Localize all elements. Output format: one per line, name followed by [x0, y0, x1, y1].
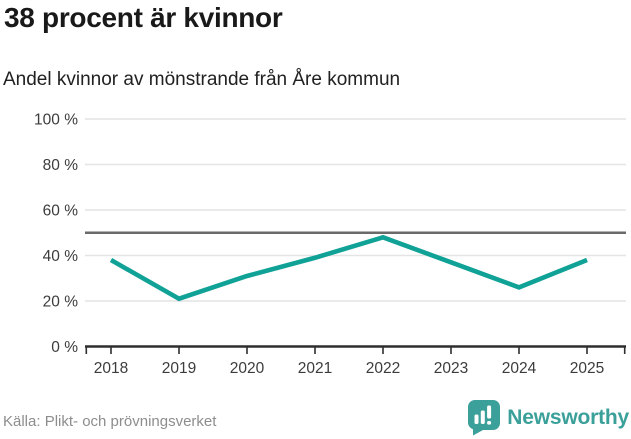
x-axis-tick-label: 2024 [502, 360, 537, 377]
x-axis-tick-label: 2023 [434, 360, 468, 377]
x-axis-tick-label: 2018 [94, 360, 128, 377]
x-axis-tick-label: 2025 [570, 360, 604, 377]
brand-logo: Newsworthy [468, 400, 629, 436]
brand-name: Newsworthy [507, 406, 629, 429]
y-axis-tick-label: 40 % [43, 248, 79, 265]
y-axis-tick-label: 0 % [51, 339, 78, 356]
source-caption: Källa: Plikt- och prövningsverket [3, 413, 217, 430]
speech-bubble-bar-chart-icon [468, 400, 501, 436]
x-axis-tick-label: 2019 [162, 360, 196, 377]
data-line-andel-kvinnor [109, 234, 588, 302]
newsworthy-logo-icon [468, 400, 501, 436]
y-axis-tick-label: 20 % [43, 294, 79, 311]
x-axis-tick-label: 2022 [366, 360, 400, 377]
y-axis-tick-label: 80 % [43, 157, 79, 174]
x-axis-tick-label: 2020 [230, 360, 265, 377]
y-axis-tick-label: 60 % [43, 203, 79, 220]
page-title: 38 procent är kvinnor [4, 2, 283, 33]
x-axis-tick-label: 2021 [298, 360, 332, 377]
y-axis-tick-label: 100 % [34, 112, 78, 129]
chart-subtitle: Andel kvinnor av mönstrande från Åre kom… [3, 69, 401, 90]
